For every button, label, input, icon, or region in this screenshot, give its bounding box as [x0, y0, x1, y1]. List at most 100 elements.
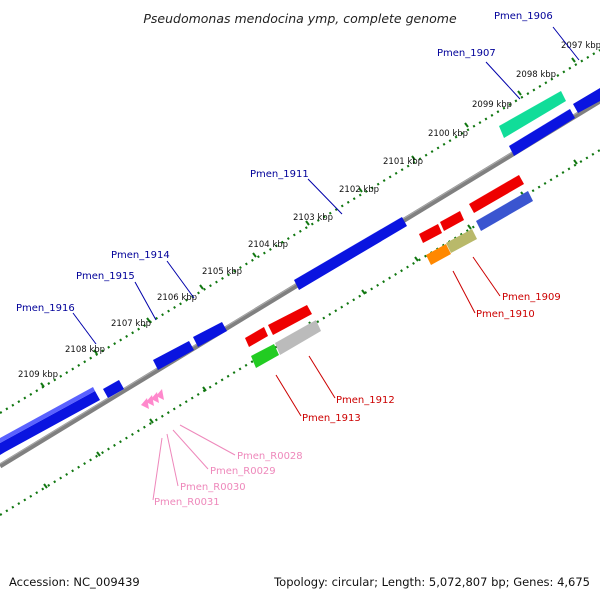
gene-feature[interactable] — [476, 191, 533, 231]
gene-feature[interactable] — [294, 217, 407, 290]
tick-mark — [96, 451, 101, 457]
gene-feature-top — [251, 344, 274, 356]
leader-line — [275, 374, 302, 417]
kbp-label: 2105 kbp — [202, 267, 242, 277]
gene-feature-top — [440, 211, 460, 222]
tick-mark — [361, 289, 366, 295]
leader-line — [166, 260, 195, 299]
gene-feature[interactable] — [245, 327, 268, 347]
tick-mark — [467, 224, 472, 230]
tick-mark — [305, 220, 310, 226]
gene-feature-top — [426, 244, 446, 255]
gene-feature[interactable] — [103, 380, 124, 398]
gene-label[interactable]: Pmen_1916 — [16, 303, 75, 314]
gene-feature[interactable] — [275, 320, 321, 355]
gene-feature-top — [294, 217, 402, 280]
tick-mark — [149, 418, 154, 424]
gene-label[interactable]: Pmen_1915 — [76, 271, 135, 282]
tick-mark — [199, 284, 204, 290]
outer-major-ticks — [40, 57, 576, 388]
tick-mark — [358, 187, 363, 193]
genome-summary-text: Topology: circular; Length: 5,072,807 bp… — [273, 575, 590, 589]
gene-label[interactable]: Pmen_R0029 — [210, 466, 276, 477]
kbp-label: 2101 kbp — [383, 157, 423, 167]
leader-line — [72, 312, 97, 345]
gene-label[interactable]: Pmen_1913 — [302, 413, 361, 424]
gene-feature[interactable] — [419, 224, 442, 243]
leader-line — [452, 270, 476, 314]
tick-mark — [43, 483, 48, 489]
outer-scale-track — [0, 49, 600, 414]
gene-label[interactable]: Pmen_1911 — [250, 169, 309, 180]
leader-line — [485, 61, 521, 100]
leader-line — [172, 429, 209, 470]
kbp-label: 2098 kbp — [516, 70, 556, 80]
gene-feature-top — [275, 320, 316, 343]
upper-strand-genes — [0, 88, 600, 455]
kbp-label: 2104 kbp — [248, 240, 288, 250]
tick-mark — [573, 159, 578, 165]
kbp-label: 2103 kbp — [293, 213, 333, 223]
gene-label[interactable]: Pmen_1912 — [336, 395, 395, 406]
gene-feature[interactable] — [153, 341, 194, 370]
rna-feature[interactable] — [141, 398, 149, 409]
gene-feature-top — [469, 175, 519, 204]
kbp-label: 2106 kbp — [157, 293, 197, 303]
gene-feature-top — [499, 91, 561, 126]
leader-line — [152, 437, 163, 501]
gene-label[interactable]: Pmen_1907 — [437, 48, 496, 59]
gene-feature[interactable] — [573, 88, 600, 113]
gene-feature-top — [193, 322, 222, 337]
gene-feature-top — [103, 380, 119, 389]
gene-feature[interactable] — [440, 211, 464, 231]
rna-feature[interactable] — [146, 395, 154, 406]
gene-feature-top — [509, 109, 570, 146]
leader-lines — [72, 26, 580, 501]
genome-title: Pseudomonas mendocina ymp, complete geno… — [143, 11, 457, 26]
leader-line — [552, 26, 580, 61]
tick-mark — [93, 349, 98, 355]
kbp-label: 2108 kbp — [65, 345, 105, 355]
gene-feature[interactable] — [268, 305, 312, 335]
tick-mark — [40, 382, 45, 388]
gene-label[interactable]: Pmen_1914 — [111, 250, 170, 261]
kbp-label: 2097 kbp — [561, 41, 600, 51]
tick-mark — [146, 317, 151, 323]
leader-line — [134, 281, 157, 321]
tick-mark — [411, 155, 416, 161]
gene-label[interactable]: Pmen_R0028 — [237, 451, 303, 462]
kbp-labels: 2097 kbp 2098 kbp 2099 kbp 2100 kbp 2101… — [18, 41, 600, 380]
gene-feature[interactable] — [469, 175, 524, 213]
gene-labels: Pmen_1906 Pmen_1907 Pmen_1911 Pmen_1914 … — [16, 11, 561, 508]
tick-mark — [464, 122, 469, 128]
gene-feature[interactable] — [0, 391, 100, 455]
gene-feature[interactable] — [499, 91, 566, 138]
tick-mark — [252, 252, 257, 258]
gene-label[interactable]: Pmen_1910 — [476, 309, 535, 320]
tick-mark — [414, 256, 419, 262]
gene-feature-top — [476, 191, 528, 221]
gene-label[interactable]: Pmen_R0031 — [154, 497, 220, 508]
gene-feature[interactable] — [426, 244, 451, 265]
tick-mark — [571, 57, 576, 63]
gene-feature[interactable] — [251, 344, 279, 368]
gene-feature[interactable] — [509, 109, 575, 156]
rna-feature[interactable] — [156, 389, 164, 400]
kbp-label: 2102 kbp — [339, 185, 379, 195]
kbp-label: 2099 kbp — [472, 100, 512, 110]
leader-line — [166, 433, 179, 487]
gene-feature[interactable] — [193, 322, 227, 347]
tick-mark — [202, 386, 207, 392]
gene-feature-top — [419, 224, 438, 234]
gene-label[interactable]: Pmen_1909 — [502, 292, 561, 303]
kbp-label: 2107 kbp — [111, 319, 151, 329]
accession-text: Accession: NC_009439 — [9, 575, 140, 589]
gene-feature[interactable] — [446, 229, 477, 253]
rna-feature[interactable] — [151, 392, 159, 403]
leader-line — [179, 424, 236, 456]
gene-label[interactable]: Pmen_R0030 — [180, 482, 246, 493]
leader-line — [472, 256, 501, 297]
gene-label[interactable]: Pmen_1906 — [494, 11, 553, 22]
kbp-label: 2109 kbp — [18, 370, 58, 380]
